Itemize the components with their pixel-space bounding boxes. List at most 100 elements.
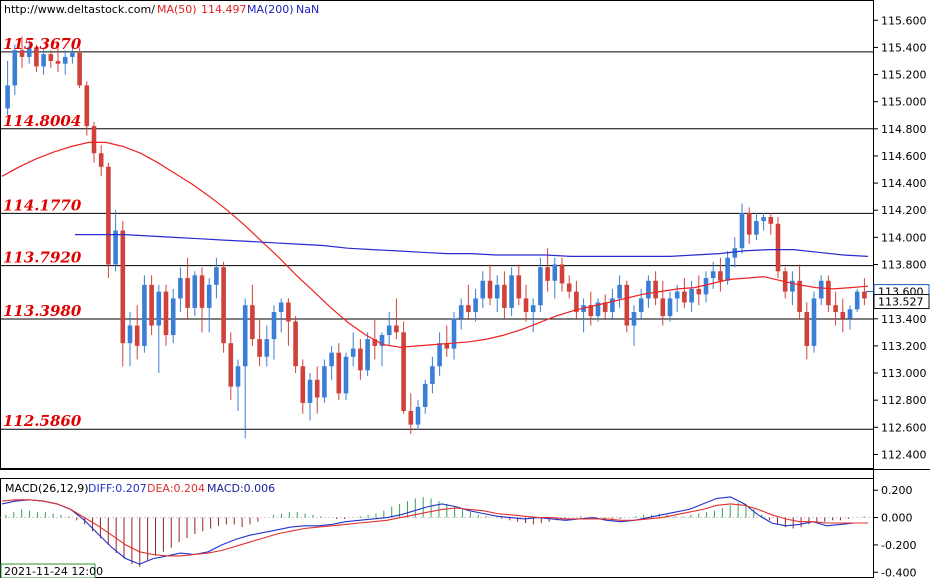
candle-body [300, 366, 306, 403]
candle-body [350, 348, 356, 357]
reference-price-label: 113.527 [878, 296, 924, 309]
candle-body [365, 339, 370, 371]
candle-body [466, 305, 471, 312]
y-tick-label: 115.200 [881, 69, 927, 82]
macd-indicator [1, 496, 868, 567]
ma200-value: NaN [296, 3, 319, 16]
candle-body [257, 339, 262, 357]
candle-body [401, 332, 406, 412]
candle-body [746, 212, 752, 235]
candle-body [458, 305, 464, 319]
candle-body [804, 311, 810, 346]
candle-body [710, 271, 716, 279]
candle-body [502, 284, 507, 308]
y-tick-label: 112.600 [881, 421, 927, 434]
candle-body [451, 318, 457, 349]
candle-body [84, 85, 90, 127]
y-tick-label: 113.800 [881, 258, 927, 271]
candle-body [574, 291, 579, 312]
candlestick-series [5, 36, 867, 439]
macd-tick-label: 0.200 [881, 484, 913, 497]
candle-body [703, 278, 709, 295]
candle-body [192, 275, 198, 308]
y-tick-label: 112.800 [881, 394, 927, 407]
candle-body [41, 54, 46, 67]
candle-body [674, 291, 680, 299]
candle-body [322, 366, 327, 398]
candle-body [696, 288, 702, 295]
candle-body [718, 271, 723, 281]
candle-body [142, 284, 147, 346]
macd-macd-value: MACD:0.006 [207, 482, 275, 495]
candle-body [106, 166, 111, 265]
candle-body [811, 298, 817, 346]
level-label: 115.3670 [3, 35, 82, 53]
candle-body [286, 302, 291, 322]
candle-body [70, 52, 75, 57]
candle-body [250, 305, 255, 340]
candle-body [509, 275, 514, 308]
macd-dea-line [1, 499, 868, 557]
y-tick-label: 115.400 [881, 41, 927, 54]
candle-body [134, 325, 140, 346]
candle-body [156, 291, 162, 326]
candle-body [408, 411, 414, 425]
candle-body [185, 278, 190, 308]
candle-body [415, 406, 421, 425]
level-labels: 115.3670 114.8004 114.1770 113.7920 113.3980… [3, 35, 82, 430]
candle-body [329, 352, 334, 367]
candle-body [55, 60, 61, 64]
candle-body [739, 212, 745, 249]
candle-body [833, 305, 838, 312]
candle-body [214, 267, 219, 285]
candle-body [624, 284, 630, 326]
candle-body [444, 343, 450, 349]
candle-body [379, 335, 385, 346]
candle-body [847, 309, 853, 319]
candle-body [293, 321, 298, 367]
macd-tick-label: -0.400 [881, 566, 916, 578]
candle-body [660, 298, 666, 317]
candle-body [62, 56, 68, 64]
candle-body [336, 352, 342, 394]
source-url[interactable]: http://www.deltastock.com/ [4, 3, 155, 16]
candle-body [307, 379, 313, 403]
candle-body [98, 153, 104, 167]
candle-body [566, 283, 572, 292]
candle-body [653, 280, 658, 299]
y-tick-label: 115.600 [881, 14, 927, 27]
candle-body [552, 264, 558, 281]
level-label: 114.8004 [3, 112, 81, 130]
candle-body [48, 54, 54, 61]
macd-dea-value: DEA:0.204 [147, 482, 205, 495]
candle-body [199, 275, 205, 308]
candle-body [5, 85, 10, 109]
macd-axis: 0.200 0.000 -0.200 -0.400 [873, 484, 916, 578]
candle-body [667, 298, 673, 317]
y-tick-label: 112.400 [881, 448, 927, 461]
candle-body [127, 325, 133, 344]
candle-body [372, 339, 378, 346]
macd-tick-label: 0.000 [881, 512, 913, 525]
candle-body [646, 280, 651, 299]
candle-body [545, 267, 550, 281]
moving-averages [1, 141, 869, 348]
candle-body [595, 302, 601, 317]
candle-body [602, 302, 608, 312]
candle-body [386, 325, 392, 336]
candle-body [113, 230, 118, 265]
candle-body [235, 366, 241, 387]
candle-body [343, 356, 349, 394]
macd-diff-line [1, 496, 868, 565]
level-label: 114.1770 [3, 196, 82, 214]
candle-body [826, 280, 831, 306]
candle-body [480, 280, 486, 299]
candle-body [149, 284, 154, 326]
y-tick-label: 114.200 [881, 204, 927, 217]
candle-body [206, 284, 212, 308]
candle-body [530, 305, 536, 312]
candle-body [523, 298, 529, 312]
candle-body [775, 223, 781, 272]
candle-body [271, 311, 277, 340]
